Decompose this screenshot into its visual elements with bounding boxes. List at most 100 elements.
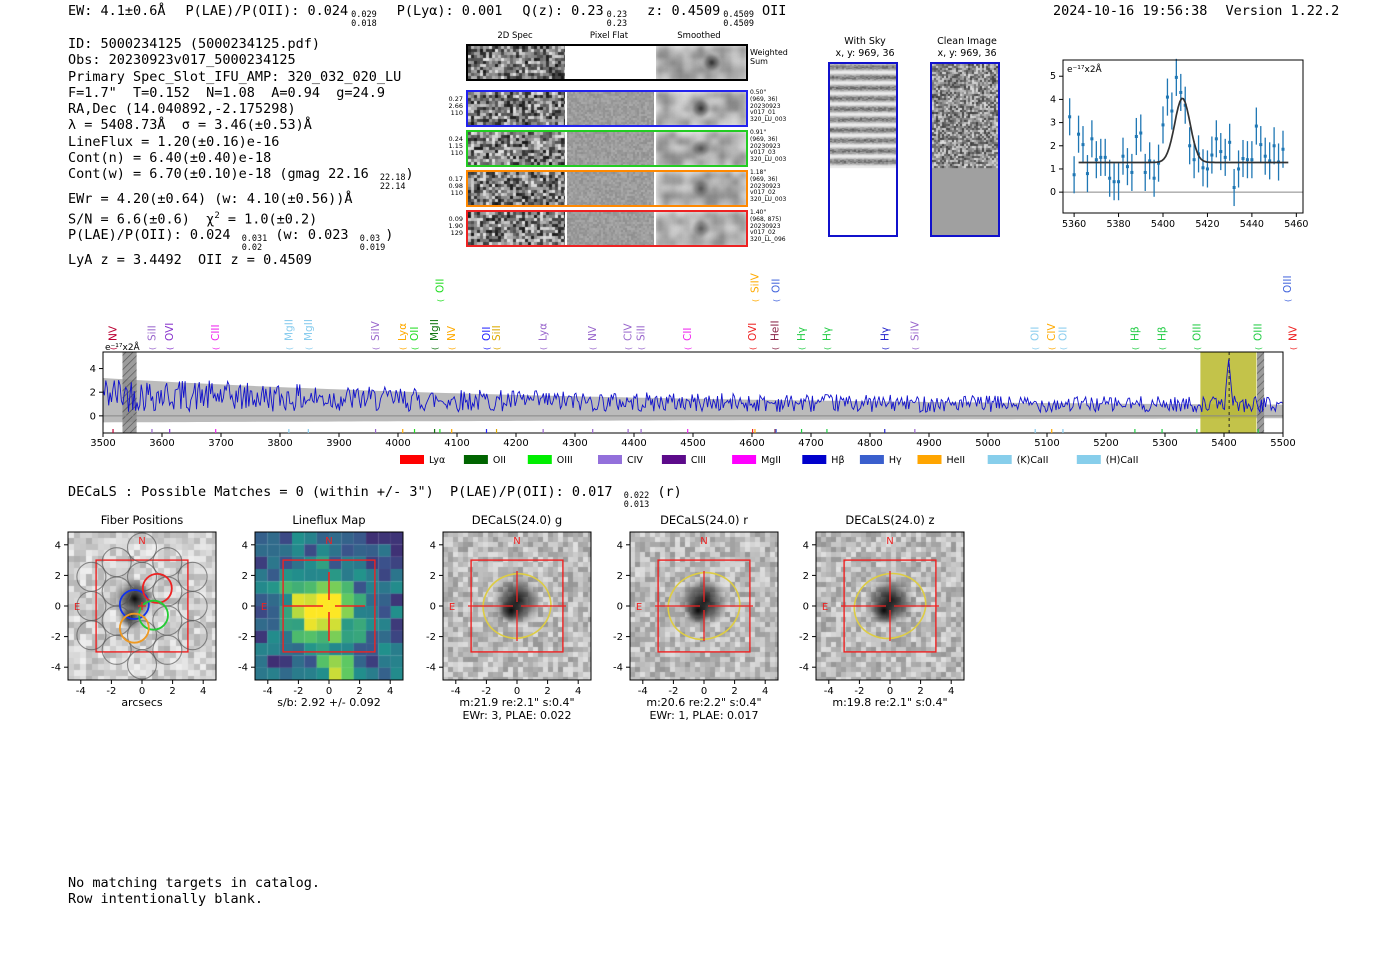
spec2d-row-left-values: 0.27 2.66 110 <box>448 95 463 117</box>
spec2d-row-right-labels: 1.40" (968, 875) 20230923 v017_02 320_LL_096 <box>750 209 786 244</box>
header-stats-line: EW: 4.1±0.6Å P(LAE)/P(OII): 0.024 0.029 0.0… <box>68 3 786 28</box>
svg-text:e⁻¹⁷x2Å: e⁻¹⁷x2Å <box>105 341 141 353</box>
svg-text:0: 0 <box>430 602 436 613</box>
text-segment: P(LAE)/P(OII): 0.024 <box>185 3 349 19</box>
svg-text:-2: -2 <box>106 686 116 697</box>
svg-text:Lyα: Lyα <box>538 323 550 341</box>
text-segment: Obs: 20230923v017_5000234125 <box>68 52 296 69</box>
svg-text:NV: NV <box>587 325 599 341</box>
svg-text:(: ( <box>1031 347 1040 350</box>
svg-text:OIII: OIII <box>1282 275 1294 293</box>
svg-text:2: 2 <box>917 686 923 697</box>
pixel-flat-image <box>567 132 654 165</box>
text-segment: OII <box>762 3 787 19</box>
svg-text:OII: OII <box>434 279 446 293</box>
svg-text:arcsecs: arcsecs <box>121 696 163 709</box>
svg-text:Fiber Positions: Fiber Positions <box>101 513 184 527</box>
text-segment: S/N = 6.6(±0.6) χ <box>68 211 215 228</box>
svg-text:4: 4 <box>242 540 248 551</box>
svg-text:HeII: HeII <box>770 320 782 341</box>
svg-text:5300: 5300 <box>1152 438 1177 449</box>
svg-text:OVI: OVI <box>164 323 176 341</box>
svg-text:-2: -2 <box>426 632 436 643</box>
svg-text:-2: -2 <box>854 686 864 697</box>
svg-text:0: 0 <box>55 602 61 613</box>
with-sky-image <box>830 64 896 235</box>
svg-text:(: ( <box>539 347 548 350</box>
svg-text:Hβ: Hβ <box>1157 326 1169 341</box>
summary-line-3: Primary Spec_Slot_IFU_AMP: 320_032_020_L… <box>68 69 414 85</box>
svg-text:(: ( <box>1193 347 1202 350</box>
spec2d-image <box>468 92 565 125</box>
full-spectrum-chart: 3500 3600 3700 3800 3900 4000 4100 4200 4300 4400… <box>60 262 1360 478</box>
svg-text:4900: 4900 <box>916 438 941 449</box>
svg-text:2: 2 <box>1050 141 1056 152</box>
spec2d-col-header: Smoothed <box>677 31 721 41</box>
svg-text:-4: -4 <box>451 686 461 697</box>
stacked-hi-lo-value: 0.022 0.013 <box>623 491 650 510</box>
svg-text:4: 4 <box>200 686 206 697</box>
svg-text:4: 4 <box>1050 94 1056 105</box>
spec2d-row-right-labels: 0.50" (969, 36) 20230923 v017_01 320_LU_003 <box>750 89 787 124</box>
svg-text:MgII: MgII <box>429 319 441 341</box>
report-version: Version 1.22.2 <box>1225 3 1340 19</box>
svg-text:4800: 4800 <box>857 438 882 449</box>
svg-text:NV: NV <box>108 325 120 341</box>
svg-text:(K)CaII: (K)CaII <box>1017 455 1049 466</box>
svg-text:(: ( <box>589 347 598 350</box>
svg-text:(: ( <box>823 347 832 350</box>
spec2d-row-right-labels: 1.18" (969, 36) 20230923 v017_02 320_LU_003 <box>750 169 787 204</box>
text-segment: ) <box>385 227 394 244</box>
svg-text:2: 2 <box>544 686 550 697</box>
full-spectrum-svg: 3500 3600 3700 3800 3900 4000 4100 4200 4300 4400… <box>90 272 1300 466</box>
svg-text:-2: -2 <box>238 632 248 643</box>
svg-text:E: E <box>449 602 455 613</box>
svg-text:(: ( <box>624 347 633 350</box>
svg-text:OVI: OVI <box>747 323 759 341</box>
summary-line-11: S/N = 6.6(±0.6) χ2 = 1.0(±0.2) <box>68 208 414 228</box>
svg-text:MgII: MgII <box>303 319 315 341</box>
svg-text:SiIV: SiIV <box>909 320 921 341</box>
svg-text:4000: 4000 <box>385 438 410 449</box>
summary-line-8: Cont(n) = 6.40(±0.40)e-18 <box>68 150 414 166</box>
spec2d-row-left-values: 0.24 1.15 110 <box>448 135 463 157</box>
svg-text:CIV: CIV <box>1046 323 1058 341</box>
svg-text:-4: -4 <box>638 686 648 697</box>
svg-text:4500: 4500 <box>680 438 705 449</box>
summary-line-1: ID: 5000234125 (5000234125.pdf) <box>68 36 414 52</box>
svg-text:5500: 5500 <box>1270 438 1295 449</box>
lineflux-image <box>255 532 403 680</box>
cutout-image <box>816 532 964 680</box>
svg-text:(H)CaII: (H)CaII <box>1106 455 1139 466</box>
svg-text:(: ( <box>1059 347 1068 350</box>
svg-text:OIII: OIII <box>557 455 573 466</box>
svg-text:4: 4 <box>575 686 581 697</box>
spec2d-col-header: 2D Spec <box>497 31 533 41</box>
sky-panel-coords: x, y: 969, 36 <box>835 48 895 59</box>
summary-line-7: LineFlux = 1.20(±0.16)e-16 <box>68 134 414 150</box>
svg-text:(: ( <box>1254 347 1263 350</box>
svg-text:(: ( <box>166 347 175 350</box>
summary-line-10: EWr = 4.20(±0.64) (w: 4.10(±0.56))Å <box>68 191 414 207</box>
svg-text:(: ( <box>304 347 313 350</box>
svg-text:3900: 3900 <box>326 438 351 449</box>
summary-line-12: P(LAE)/P(OII): 0.024 0.031 0.02 (w: 0.023… <box>68 227 414 252</box>
svg-text:0: 0 <box>1050 187 1056 198</box>
svg-text:4: 4 <box>762 686 768 697</box>
svg-text:(: ( <box>483 347 492 350</box>
svg-text:5440: 5440 <box>1240 219 1264 230</box>
smoothed-image <box>656 46 746 79</box>
svg-text:5: 5 <box>1050 71 1056 82</box>
spec2d-image <box>468 132 565 165</box>
cutout-overlay-svg: Lineflux Map -4 -4 -2 -2 0 0 2 2 4 4 N Es/b: 2.92 +/… <box>238 513 404 709</box>
svg-text:E: E <box>261 602 267 613</box>
svg-text:-2: -2 <box>613 632 623 643</box>
summary-line-5: RA,Dec (14.040892,-2.175298) <box>68 101 414 117</box>
svg-text:DECaLS(24.0) z: DECaLS(24.0) z <box>845 513 934 527</box>
svg-text:-4: -4 <box>76 686 86 697</box>
